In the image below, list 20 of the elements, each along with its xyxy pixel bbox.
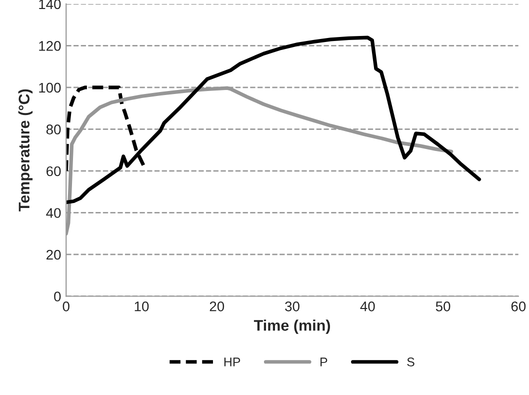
x-tick-label: 50 <box>436 301 450 312</box>
x-tick-label: 0 <box>62 301 70 312</box>
y-tick-label: 80 <box>46 124 61 134</box>
y-tick-label: 20 <box>46 250 61 260</box>
x-tick-label: 40 <box>360 301 375 312</box>
legend-label: S <box>407 358 414 366</box>
legend-label: P <box>320 358 328 366</box>
x-axis-title: Time (min) <box>254 320 330 334</box>
y-axis-title: Temperature (°C) <box>18 89 33 212</box>
y-tick-label: 40 <box>46 208 61 218</box>
x-tick-label: 20 <box>210 301 224 312</box>
legend-label: HP <box>224 358 240 366</box>
x-tick-label: 30 <box>285 301 300 312</box>
y-tick-label: 120 <box>39 41 61 51</box>
x-tick-label: 60 <box>511 301 526 312</box>
x-tick-label: 10 <box>134 301 149 312</box>
y-tick-label: 60 <box>46 166 61 176</box>
y-tick-label: 100 <box>39 82 61 93</box>
y-tick-label: 0 <box>54 292 61 302</box>
line-series <box>66 36 482 204</box>
